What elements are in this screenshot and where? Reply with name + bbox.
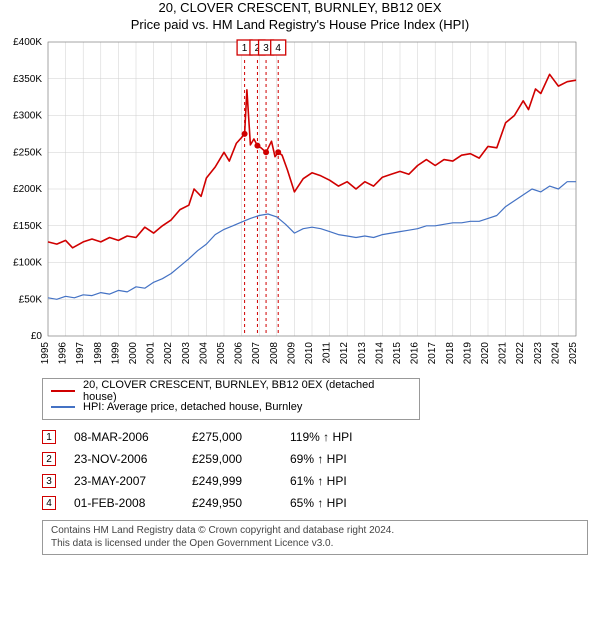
svg-text:2019: 2019 [462,342,473,365]
svg-text:1998: 1998 [93,342,104,365]
svg-text:£50K: £50K [19,294,43,305]
svg-text:2006: 2006 [234,342,245,365]
legend-label: HPI: Average price, detached house, Burn… [83,401,302,413]
price-chart: 1234£0£50K£100K£150K£200K£250K£300K£350K… [0,32,600,372]
sale-price: £249,999 [192,474,272,488]
svg-text:1996: 1996 [58,342,69,365]
sale-pct: 65% ↑ HPI [290,496,390,510]
sale-date: 23-MAY-2007 [74,474,174,488]
svg-text:2017: 2017 [427,342,438,365]
sale-price: £259,000 [192,452,272,466]
sale-date: 23-NOV-2006 [74,452,174,466]
svg-text:1997: 1997 [75,342,86,365]
svg-text:2015: 2015 [392,342,403,365]
sales-table: 1 08-MAR-2006 £275,000 119% ↑ HPI 2 23-NOV-20… [42,426,600,514]
sale-price: £249,950 [192,496,272,510]
svg-text:2007: 2007 [251,342,262,365]
attribution-line: This data is licensed under the Open Gov… [51,538,579,551]
svg-text:2022: 2022 [515,342,526,365]
chart-svg: 1234£0£50K£100K£150K£200K£250K£300K£350K… [0,32,580,372]
legend-swatch [51,390,75,392]
svg-text:4: 4 [275,43,281,54]
sales-row: 3 23-MAY-2007 £249,999 61% ↑ HPI [42,470,600,492]
sale-date: 01-FEB-2008 [74,496,174,510]
svg-text:2005: 2005 [216,342,227,365]
sales-row: 1 08-MAR-2006 £275,000 119% ↑ HPI [42,426,600,448]
svg-text:1: 1 [242,43,248,54]
svg-text:2023: 2023 [533,342,544,365]
page-subtitle: Price paid vs. HM Land Registry's House … [0,17,600,32]
attribution: Contains HM Land Registry data © Crown c… [42,520,588,555]
svg-text:2013: 2013 [357,342,368,365]
svg-text:£100K: £100K [13,258,42,269]
svg-text:£400K: £400K [13,37,42,48]
sale-date: 08-MAR-2006 [74,430,174,444]
svg-text:£300K: £300K [13,111,42,122]
sale-marker: 4 [42,496,56,510]
svg-text:2011: 2011 [322,342,333,364]
sale-pct: 119% ↑ HPI [290,430,390,444]
svg-text:2003: 2003 [181,342,192,365]
svg-text:2012: 2012 [339,342,350,365]
svg-text:2010: 2010 [304,342,315,365]
svg-text:£150K: £150K [13,221,42,232]
sale-marker: 2 [42,452,56,466]
svg-text:2024: 2024 [550,342,561,365]
sale-pct: 69% ↑ HPI [290,452,390,466]
svg-text:2018: 2018 [445,342,456,365]
sale-marker: 3 [42,474,56,488]
svg-text:2025: 2025 [568,342,579,365]
sales-row: 4 01-FEB-2008 £249,950 65% ↑ HPI [42,492,600,514]
sale-pct: 61% ↑ HPI [290,474,390,488]
svg-text:£250K: £250K [13,147,42,158]
svg-text:2021: 2021 [498,342,509,365]
sale-marker: 1 [42,430,56,444]
legend: 20, CLOVER CRESCENT, BURNLEY, BB12 0EX (… [42,378,420,420]
sales-row: 2 23-NOV-2006 £259,000 69% ↑ HPI [42,448,600,470]
svg-text:2008: 2008 [269,342,280,365]
svg-text:1999: 1999 [110,342,121,365]
attribution-line: Contains HM Land Registry data © Crown c… [51,525,579,538]
svg-text:2014: 2014 [374,342,385,365]
svg-text:1995: 1995 [40,342,51,365]
svg-text:£200K: £200K [13,184,42,195]
svg-text:2000: 2000 [128,342,139,365]
legend-item: 20, CLOVER CRESCENT, BURNLEY, BB12 0EX (… [51,383,411,399]
svg-text:2009: 2009 [286,342,297,365]
svg-text:£0: £0 [31,331,43,342]
svg-text:£350K: £350K [13,74,42,85]
svg-text:2020: 2020 [480,342,491,365]
sale-price: £275,000 [192,430,272,444]
svg-text:2002: 2002 [163,342,174,365]
legend-swatch [51,406,75,408]
svg-text:2004: 2004 [198,342,209,365]
svg-text:3: 3 [263,43,269,54]
svg-text:2001: 2001 [146,342,157,365]
legend-label: 20, CLOVER CRESCENT, BURNLEY, BB12 0EX (… [83,379,411,403]
page-title: 20, CLOVER CRESCENT, BURNLEY, BB12 0EX [0,0,600,15]
svg-text:2016: 2016 [410,342,421,365]
